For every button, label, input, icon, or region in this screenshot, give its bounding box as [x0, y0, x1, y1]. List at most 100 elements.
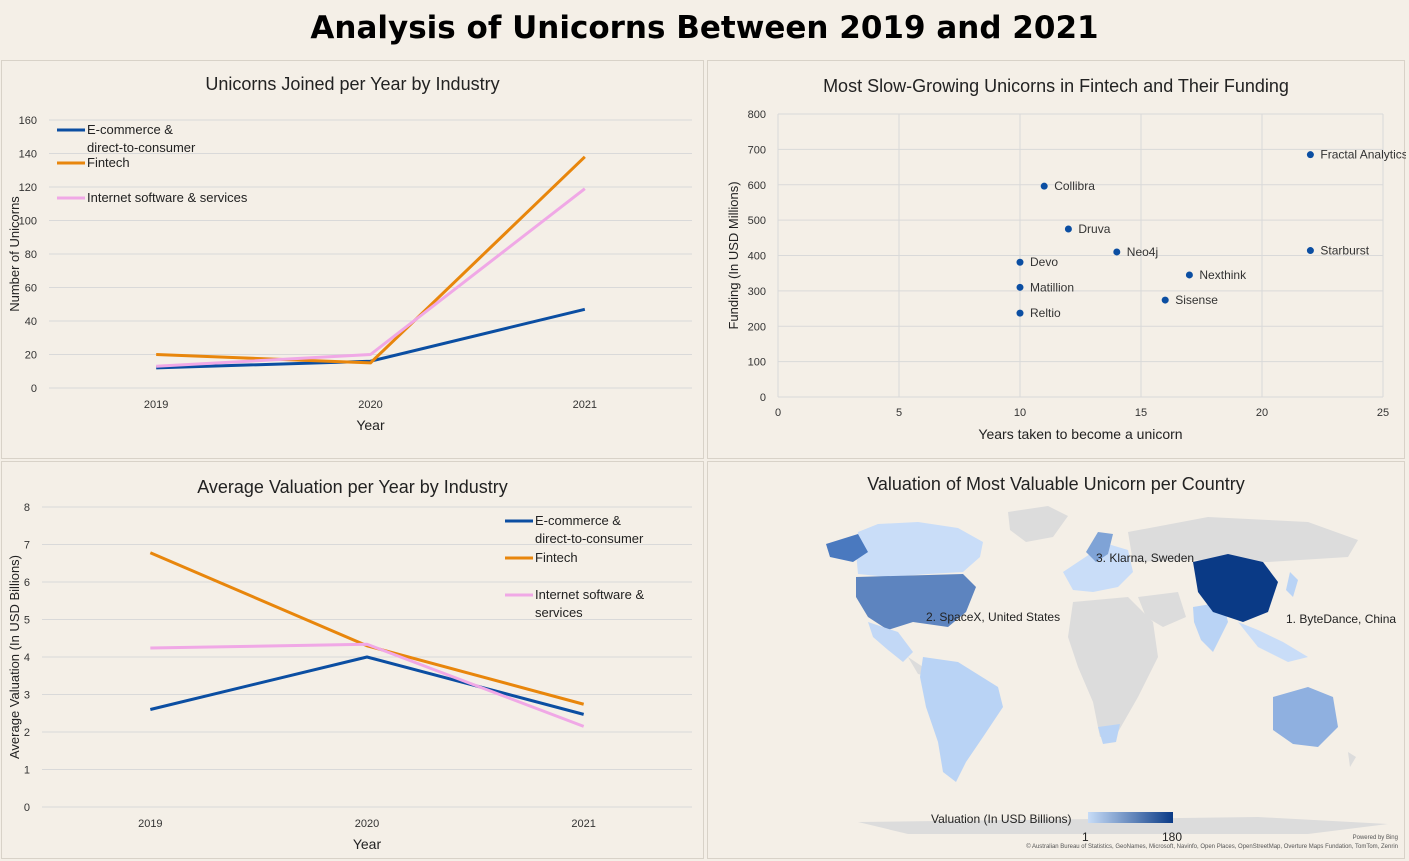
legend-label: direct-to-consumer: [535, 531, 644, 546]
y-tick-label: 140: [19, 149, 37, 161]
map-middle-east: [1138, 592, 1186, 627]
y-tick-label: 0: [31, 383, 37, 395]
point-label: Sisense: [1175, 293, 1218, 307]
y-tick-label: 700: [748, 144, 766, 156]
scatter-point: [1016, 258, 1024, 266]
y-tick-label: 500: [748, 215, 766, 227]
series-line-ecommerce: [156, 307, 586, 370]
x-tick-label: 2021: [571, 818, 595, 830]
point-label: Devo: [1030, 255, 1058, 269]
y-tick-label: 80: [25, 249, 37, 261]
map-australia: [1273, 687, 1338, 747]
powered-by-text: Powered by Bing: [1352, 835, 1398, 841]
point-label: Neo4j: [1127, 245, 1158, 259]
y-tick-label: 200: [748, 321, 766, 333]
x-tick-label: 2021: [573, 399, 597, 411]
x-tick-label: 25: [1377, 407, 1389, 419]
x-tick-label: 2019: [138, 818, 162, 830]
y-axis-label: Average Valuation (In USD Billions): [7, 555, 22, 759]
map-label-sweden: 3. Klarna, Sweden: [1096, 551, 1195, 565]
y-tick-label: 100: [748, 357, 766, 369]
y-tick-label: 800: [748, 109, 766, 121]
x-axis-label: Years taken to become a unicorn: [978, 426, 1182, 442]
series-line-fintech: [156, 155, 586, 365]
y-tick-label: 8: [24, 502, 30, 514]
map-russia: [1128, 517, 1358, 562]
point-label: Starburst: [1320, 244, 1369, 258]
scatter-point: [1185, 271, 1193, 279]
y-tick-label: 3: [24, 690, 30, 702]
map-legend-gradient: [1088, 812, 1173, 823]
map-legend-min: 1: [1082, 830, 1089, 844]
chart-panel-scatter: Most Slow-Growing Unicorns in Fintech an…: [707, 60, 1406, 459]
world-map: [826, 506, 1388, 834]
legend-label: direct-to-consumer: [87, 140, 196, 155]
point-label: Matillion: [1030, 280, 1074, 294]
scatter-chart-fintech: 0 100 200 300 400 500 600 700 800 0 5 10 15 20 25 Years…: [726, 109, 1406, 442]
y-tick-label: 7: [24, 540, 30, 552]
y-tick-label: 120: [19, 182, 37, 194]
x-axis-label: Year: [356, 417, 385, 433]
y-tick-label: 6: [24, 577, 30, 589]
legend-label: Fintech: [87, 155, 130, 170]
map-legend-title: Valuation (In USD Billions): [931, 812, 1072, 826]
map-south-america: [920, 657, 1003, 782]
map-china: [1193, 554, 1278, 622]
map-legend-max: 180: [1162, 830, 1183, 844]
scatter-point: [1113, 248, 1121, 256]
scatter-point: [1064, 225, 1072, 233]
scatter-point: [1040, 182, 1048, 190]
x-axis-label: Year: [353, 836, 382, 852]
series-line-internet: [150, 642, 585, 728]
map-credits: © Australian Bureau of Statistics, GeoNa…: [1026, 844, 1398, 850]
map-nz: [1348, 752, 1356, 767]
x-tick-label: 20: [1256, 407, 1268, 419]
map-se-asia: [1238, 622, 1308, 662]
map-scandinavia: [1086, 532, 1113, 562]
y-axis-label: Number of Unicorns: [7, 196, 22, 312]
series-line-internet: [156, 187, 586, 368]
scatter-point: [1016, 283, 1024, 291]
scatter-point: [1306, 247, 1314, 255]
point-label: Druva: [1078, 222, 1110, 236]
legend-label: E-commerce &: [87, 122, 173, 137]
chart-title-scatter: Most Slow-Growing Unicorns in Fintech an…: [823, 76, 1289, 96]
x-tick-label: 10: [1014, 407, 1026, 419]
point-label: Collibra: [1054, 179, 1095, 193]
map-label-china: 1. ByteDance, China: [1286, 612, 1397, 626]
chart-panel-valuation: Average Valuation per Year by Industry 0…: [1, 461, 704, 859]
map-title: Valuation of Most Valuable Unicorn per C…: [867, 474, 1245, 494]
y-tick-label: 60: [25, 283, 37, 295]
y-tick-label: 160: [19, 115, 37, 127]
scatter-point: [1016, 309, 1024, 317]
point-label: Fractal Analytics: [1320, 148, 1406, 162]
page-title: Analysis of Unicorns Between 2019 and 20…: [310, 10, 1099, 46]
map-mexico: [868, 622, 913, 662]
chart-title-joined: Unicorns Joined per Year by Industry: [205, 74, 500, 94]
x-tick-label: 5: [896, 407, 902, 419]
line-chart-valuation: 0 1 2 3 4 5 6 7 8 2019 2020 2021 Year Average Valuati…: [7, 502, 692, 852]
legend-label: Fintech: [535, 550, 578, 565]
y-tick-label: 100: [19, 216, 37, 228]
y-tick-label: 5: [24, 615, 30, 627]
y-tick-label: 1: [24, 765, 30, 777]
scatter-point: [1161, 296, 1169, 304]
legend-label: Internet software &: [535, 587, 644, 602]
map-alaska: [826, 534, 868, 562]
chart-title-valuation: Average Valuation per Year by Industry: [197, 477, 508, 497]
point-label: Nexthink: [1199, 268, 1247, 282]
map-africa: [1068, 597, 1158, 737]
map-south-africa: [1098, 724, 1120, 744]
y-axis-label: Funding (In USD Millions): [726, 181, 741, 329]
y-tick-label: 0: [760, 392, 766, 404]
map-greenland: [1008, 506, 1068, 542]
map-europe: [1063, 544, 1133, 592]
map-label-usa: 2. SpaceX, United States: [926, 610, 1061, 624]
map-usa: [856, 574, 976, 630]
y-tick-label: 40: [25, 316, 37, 328]
series-line-ecommerce: [149, 655, 585, 716]
map-india: [1193, 602, 1228, 652]
x-tick-label: 15: [1135, 407, 1147, 419]
legend-label: Internet software & services: [87, 190, 248, 205]
legend-label: E-commerce &: [535, 513, 621, 528]
